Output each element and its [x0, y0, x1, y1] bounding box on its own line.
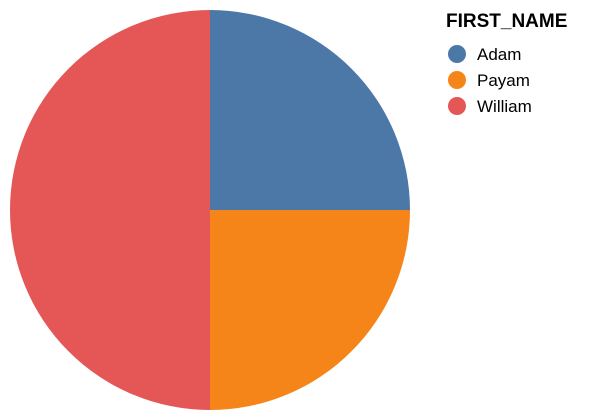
- legend-label: Adam: [477, 45, 521, 64]
- legend-item-william: William: [448, 97, 532, 116]
- pie-slice-adam: [210, 10, 410, 210]
- pie-slice-william: [10, 10, 210, 410]
- legend: FIRST_NAME Adam Payam William: [446, 11, 567, 116]
- legend-swatch: [448, 45, 466, 63]
- legend-items: Adam Payam William: [448, 45, 532, 116]
- legend-swatch: [448, 71, 466, 89]
- legend-item-payam: Payam: [448, 71, 530, 90]
- legend-title: FIRST_NAME: [446, 11, 567, 32]
- legend-item-adam: Adam: [448, 45, 521, 64]
- legend-label: William: [477, 97, 532, 116]
- legend-label: Payam: [477, 71, 530, 90]
- pie-slices: [10, 10, 410, 410]
- pie-slice-payam: [210, 210, 410, 410]
- legend-swatch: [448, 97, 466, 115]
